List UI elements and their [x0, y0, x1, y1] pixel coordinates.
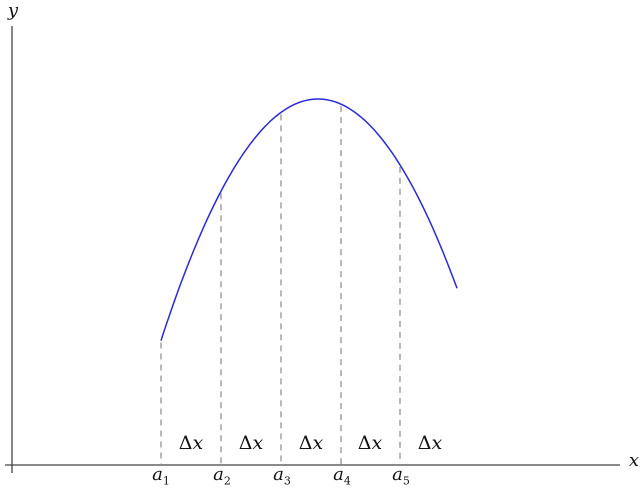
delta-symbol: Δ	[417, 432, 432, 454]
point-subscript: 2	[223, 474, 231, 488]
delta-var: x	[252, 432, 264, 454]
point-label-a4: a4	[333, 464, 351, 488]
point-base: a	[273, 464, 284, 485]
point-base: a	[152, 464, 163, 485]
point-base: a	[213, 464, 224, 485]
delta-var: x	[312, 432, 324, 454]
x-axis-label: x	[628, 450, 640, 471]
point-subscript: 1	[162, 474, 170, 488]
point-subscript: 4	[343, 474, 351, 488]
delta-x-label-5: Δx	[418, 432, 442, 454]
delta-symbol: Δ	[238, 432, 253, 454]
point-subscript: 5	[402, 474, 410, 488]
delta-var: x	[192, 432, 204, 454]
y-axis-label: y	[7, 0, 19, 21]
point-label-a3: a3	[273, 464, 291, 488]
delta-symbol: Δ	[178, 432, 193, 454]
delta-var: x	[431, 432, 443, 454]
delta-var: x	[371, 432, 383, 454]
point-subscript: 3	[283, 474, 291, 488]
curve	[160, 98, 458, 341]
point-base: a	[333, 464, 344, 485]
point-label-a1: a1	[152, 464, 170, 488]
delta-x-label-2: Δx	[239, 432, 263, 454]
delta-x-label-1: Δx	[179, 432, 203, 454]
delta-x-label-4: Δx	[358, 432, 382, 454]
point-label-a5: a5	[392, 464, 410, 488]
point-label-a2: a2	[213, 464, 231, 488]
delta-symbol: Δ	[357, 432, 372, 454]
point-base: a	[392, 464, 403, 485]
delta-x-label-3: Δx	[299, 432, 323, 454]
delta-symbol: Δ	[298, 432, 313, 454]
